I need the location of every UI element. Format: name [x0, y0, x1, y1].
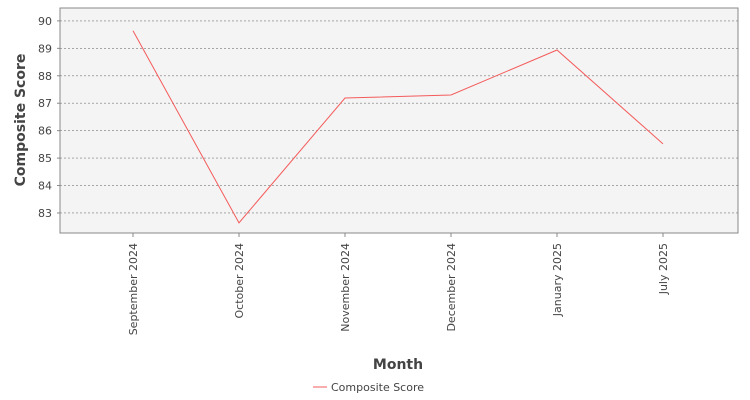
- y-tick-label: 83: [38, 207, 52, 220]
- x-tick-label: January 2025: [551, 243, 564, 317]
- x-tick-label: December 2024: [445, 243, 458, 332]
- y-tick-label: 87: [38, 97, 52, 110]
- y-tick-label: 84: [38, 180, 52, 193]
- series-line: [132, 30, 664, 224]
- x-tick-label: July 2025: [657, 243, 670, 295]
- x-axis-title: Month: [373, 357, 423, 373]
- plot-area: [59, 7, 739, 234]
- y-tick-label: 89: [38, 42, 52, 55]
- x-tick-label: October 2024: [233, 243, 246, 319]
- y-tick-label: 85: [38, 152, 52, 165]
- legend-label: Composite Score: [331, 381, 424, 394]
- y-tick-label: 88: [38, 70, 52, 83]
- y-tick-label: 86: [38, 125, 52, 138]
- x-tick-label: November 2024: [339, 243, 352, 332]
- x-tick-label: September 2024: [127, 243, 140, 335]
- y-axis-title: Composite Score: [13, 54, 29, 187]
- y-tick-label: 90: [38, 15, 52, 28]
